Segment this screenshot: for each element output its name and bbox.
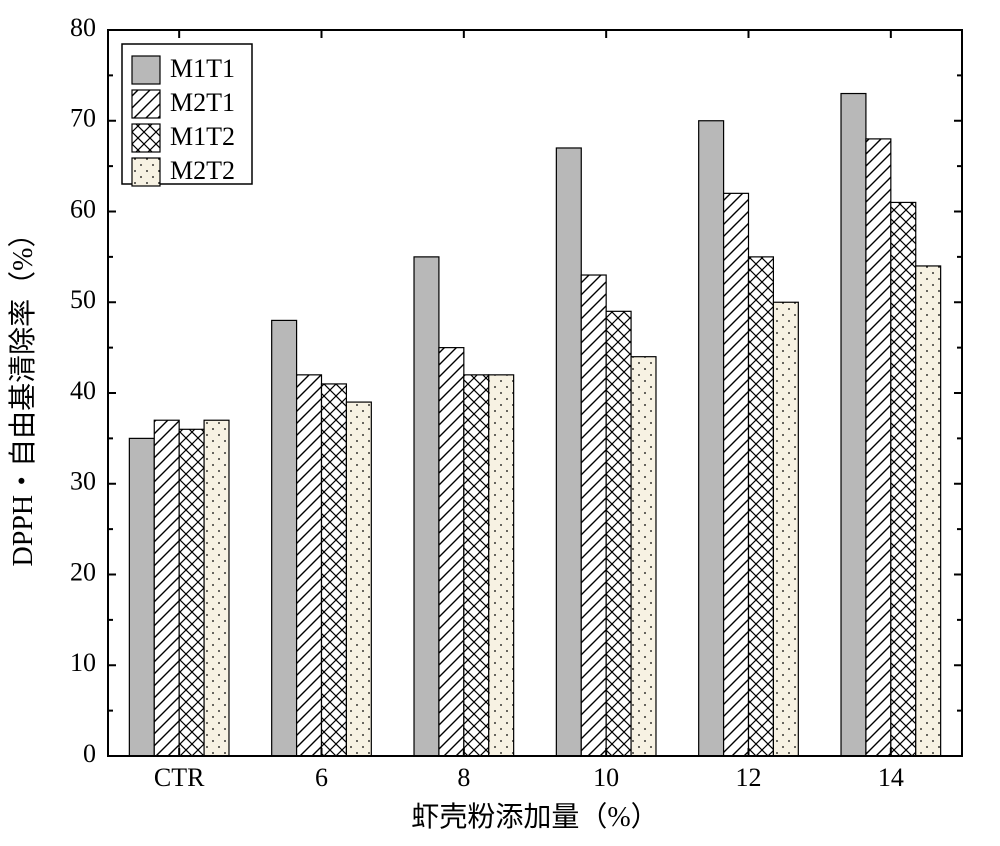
legend-swatch [132, 90, 160, 118]
bar-chart: 0 10 20 30 40 50 60 70 80 CTR 6 8 10 12 14 DPPH・自由基清除率（… [0, 0, 1000, 846]
legend-label: M2T1 [170, 88, 235, 117]
bar [724, 193, 749, 756]
legend-swatch [132, 124, 160, 152]
bar [204, 420, 229, 756]
y-tick-label: 0 [83, 739, 96, 768]
y-tick-label: 70 [70, 104, 96, 133]
y-tick-label: 80 [70, 13, 96, 42]
bar [322, 384, 347, 756]
bar [866, 139, 891, 756]
y-tick-label: 30 [70, 467, 96, 496]
bar [346, 402, 371, 756]
bar [699, 121, 724, 756]
bar [489, 375, 514, 756]
legend-swatch [132, 158, 160, 186]
x-tick-label: CTR [154, 763, 205, 792]
y-tick-label: 10 [70, 648, 96, 677]
x-axis-label: 虾壳粉添加量（%） [411, 801, 658, 833]
x-tick-label: 8 [457, 763, 470, 792]
chart-container: 0 10 20 30 40 50 60 70 80 CTR 6 8 10 12 14 DPPH・自由基清除率（… [0, 0, 1000, 846]
legend-label: M1T1 [170, 54, 235, 83]
legend-label: M1T2 [170, 122, 235, 151]
y-tick-label: 20 [70, 557, 96, 586]
y-tick-label: 60 [70, 194, 96, 223]
legend-swatch [132, 56, 160, 84]
y-tick-label: 50 [70, 285, 96, 314]
x-tick-label: 14 [878, 763, 904, 792]
bar [631, 357, 656, 756]
bar [272, 320, 297, 756]
bar [916, 266, 941, 756]
x-tick-label: 12 [736, 763, 762, 792]
bar [414, 257, 439, 756]
legend-label: M2T2 [170, 156, 235, 185]
bar [179, 429, 204, 756]
bar [841, 94, 866, 756]
bar [891, 202, 916, 756]
bar [581, 275, 606, 756]
bar [297, 375, 322, 756]
y-axis-label: DPPH・自由基清除率（%） [7, 220, 39, 567]
bar [464, 375, 489, 756]
y-tick-label: 40 [70, 376, 96, 405]
x-tick-label: 6 [315, 763, 328, 792]
bar [556, 148, 581, 756]
bar [129, 438, 154, 756]
bar [439, 348, 464, 756]
bar [773, 302, 798, 756]
bar [154, 420, 179, 756]
x-tick-label: 10 [593, 763, 619, 792]
bar [749, 257, 774, 756]
bar [606, 311, 631, 756]
